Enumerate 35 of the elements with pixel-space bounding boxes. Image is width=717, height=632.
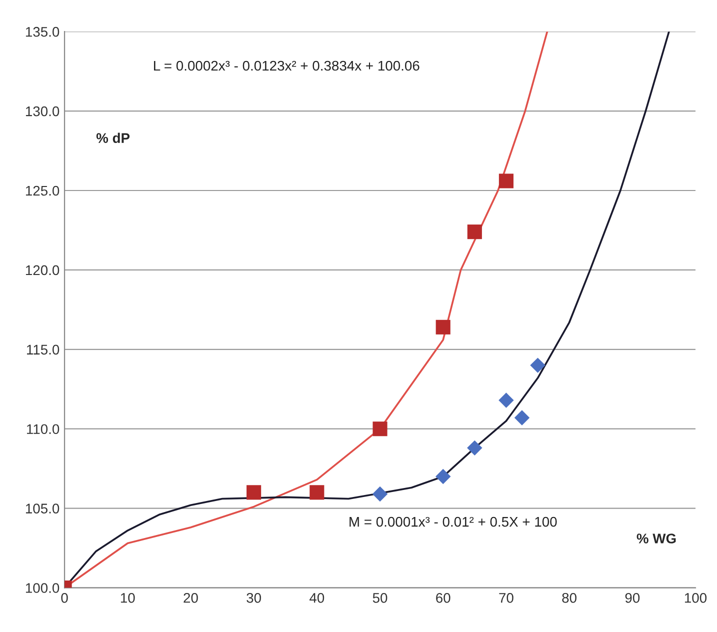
- point: [372, 422, 388, 436]
- x-tick-label: 70: [499, 592, 514, 603]
- point: [514, 410, 530, 426]
- x-tick-label: 90: [625, 592, 640, 603]
- x-tick-label: 10: [120, 592, 135, 603]
- y-tick-label: 110.0: [27, 424, 60, 434]
- annotation: L = 0.0002x³ - 0.0123x² + 0.3834x + 100.06: [154, 60, 420, 71]
- y-tick-label: 105.0: [26, 504, 60, 514]
- y-tick-label: 115.0: [27, 344, 60, 355]
- point: [530, 358, 546, 373]
- x-tick-label: 100: [684, 592, 707, 603]
- point: [310, 485, 324, 500]
- y-tick-label: 125.0: [26, 186, 60, 196]
- x-tick-label: 80: [562, 592, 576, 603]
- point: [246, 485, 262, 500]
- y-tick-label: 100.0: [26, 583, 60, 593]
- x-tick-label: 40: [310, 592, 324, 603]
- annotation: M = 0.0001x³ - 0.01² + 0.5X + 100: [350, 516, 557, 527]
- point: [436, 468, 451, 484]
- x-tick-label: 20: [184, 592, 198, 603]
- point: [467, 224, 482, 240]
- x-axis-title: % WG: [636, 534, 676, 544]
- x-tick-label: 50: [372, 592, 388, 603]
- point: [372, 486, 388, 502]
- point: [498, 174, 514, 188]
- y-tick-label: 120.0: [26, 265, 60, 276]
- x-tick-label: 60: [436, 592, 450, 603]
- x-tick-label: 0: [61, 592, 68, 603]
- point: [436, 320, 450, 334]
- point: [467, 440, 482, 456]
- y-tick-label: 135.0: [26, 26, 60, 37]
- y-axis-title: % dP: [96, 132, 130, 143]
- x-tick-label: 30: [246, 592, 261, 603]
- point: [498, 392, 514, 408]
- y-tick-label: 130.0: [26, 106, 60, 116]
